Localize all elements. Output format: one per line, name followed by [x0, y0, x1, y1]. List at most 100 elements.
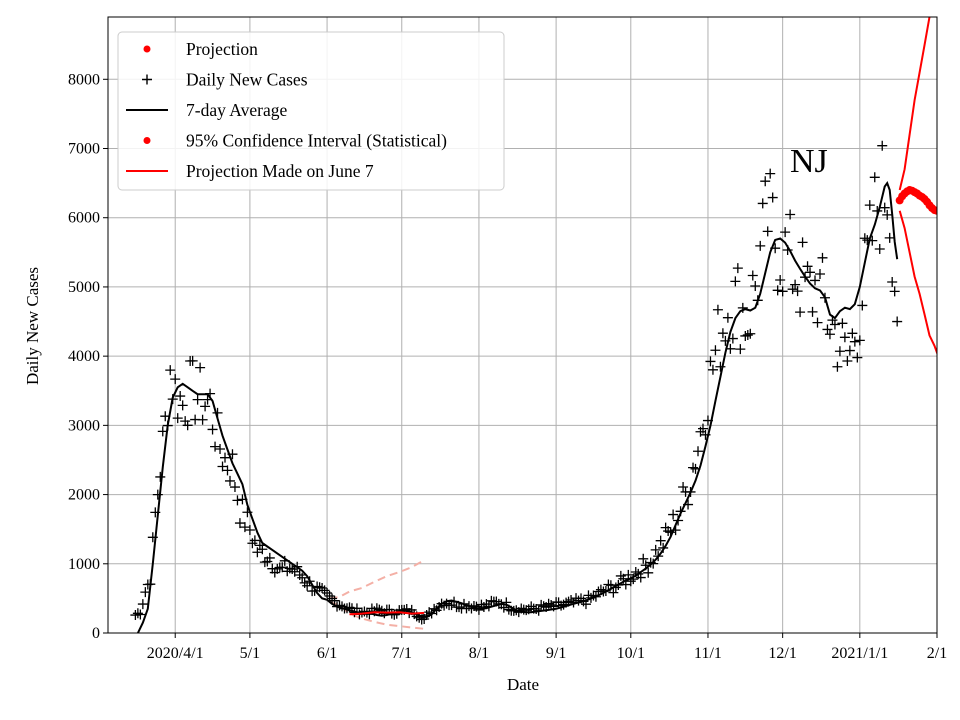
daily-case-marker: [750, 280, 761, 291]
daily-case-marker: [155, 471, 166, 482]
earlier-interval-upper-line: [329, 559, 425, 600]
daily-case-marker: [834, 346, 845, 357]
daily-case-marker: [765, 168, 776, 179]
daily-case-marker: [608, 587, 619, 598]
x-tick-label: 8/1: [469, 645, 489, 662]
daily-case-marker: [735, 344, 746, 355]
daily-case-marker: [264, 552, 275, 563]
daily-case-marker: [234, 518, 245, 529]
daily-case-marker: [812, 317, 823, 328]
x-tick-label: 7/1: [392, 645, 412, 662]
daily-case-marker: [192, 394, 203, 405]
daily-case-marker: [884, 232, 895, 243]
daily-case-marker: [732, 263, 743, 274]
y-tick-label: 6000: [68, 210, 100, 227]
daily-case-marker: [543, 598, 554, 609]
daily-case-marker: [152, 489, 163, 500]
daily-case-marker: [172, 413, 183, 424]
daily-case-marker: [887, 277, 898, 288]
legend-dot-icon: [143, 45, 151, 53]
daily-case-marker: [536, 599, 547, 610]
y-axis-label: Daily New Cases: [23, 267, 42, 385]
daily-case-marker: [745, 328, 756, 339]
daily-case-marker: [526, 601, 537, 612]
daily-case-marker: [668, 509, 679, 520]
x-tick-label: 11/1: [694, 645, 722, 662]
daily-case-marker: [566, 594, 577, 605]
daily-case-marker: [852, 352, 863, 363]
daily-case-marker: [757, 198, 768, 209]
daily-case-marker: [319, 585, 330, 596]
daily-case-marker: [760, 176, 771, 187]
ci-upper-line: [898, 17, 931, 191]
daily-case-marker: [297, 572, 308, 583]
daily-case-marker: [643, 567, 654, 578]
daily-case-marker: [137, 599, 148, 610]
daily-case-marker: [814, 269, 825, 280]
daily-case-marker: [317, 582, 328, 593]
legend-label: 7-day Average: [186, 100, 287, 120]
y-tick-label: 7000: [68, 141, 100, 158]
daily-case-marker: [802, 261, 813, 272]
daily-case-marker: [329, 595, 340, 606]
daily-case-marker: [874, 244, 885, 255]
daily-case-marker: [272, 563, 283, 574]
daily-case-marker: [877, 140, 888, 151]
daily-case-marker: [663, 526, 674, 537]
daily-case-marker: [220, 452, 231, 463]
x-tick-label: 10/1: [617, 645, 645, 662]
daily-case-marker: [717, 328, 728, 339]
seven-day-average-line: [136, 180, 899, 633]
legend: Projection Daily New Cases 7-day Average 95…: [117, 31, 505, 191]
daily-case-marker: [747, 270, 758, 281]
daily-case-marker: [742, 330, 753, 341]
daily-case-marker: [842, 356, 853, 367]
legend-label: Projection: [186, 39, 258, 59]
legend-entry: 95% Confidence Interval (Statistical): [143, 131, 447, 151]
daily-case-marker: [595, 584, 606, 595]
y-axis-ticks: 0 1000 2000 3000 4000 5000 6000 7000 8000: [68, 71, 108, 642]
daily-case-marker: [792, 286, 803, 297]
daily-case-marker: [785, 209, 796, 220]
daily-case-marker: [844, 345, 855, 356]
legend-entry: Daily New Cases: [142, 70, 308, 90]
daily-case-marker: [678, 481, 689, 492]
plot-area: [130, 17, 937, 633]
daily-case-marker: [740, 330, 751, 341]
state-annotation: NJ: [790, 143, 828, 180]
daily-case-marker: [817, 252, 828, 263]
x-tick-label: 12/1: [768, 645, 796, 662]
june7-projection-line: [349, 611, 425, 616]
daily-case-marker: [805, 267, 816, 278]
daily-case-marker: [755, 240, 766, 251]
daily-case-marker: [707, 364, 718, 375]
y-tick-label: 8000: [68, 71, 100, 88]
daily-case-marker: [200, 401, 211, 412]
daily-case-marker: [849, 336, 860, 347]
daily-case-marker: [775, 275, 786, 286]
daily-case-marker: [790, 279, 801, 290]
daily-case-marker: [879, 202, 890, 213]
daily-case-marker: [655, 535, 666, 546]
x-tick-label: 6/1: [317, 645, 337, 662]
daily-case-marker: [864, 200, 875, 211]
daily-case-marker: [229, 482, 240, 493]
y-tick-label: 2000: [68, 487, 100, 504]
daily-case-marker: [797, 237, 808, 248]
daily-case-marker: [829, 319, 840, 330]
daily-case-marker: [810, 275, 821, 286]
daily-case-marker: [177, 400, 188, 411]
daily-case-marker: [648, 558, 659, 569]
legend-entry: 7-day Average: [126, 100, 287, 120]
daily-case-marker: [638, 553, 649, 564]
daily-case-marker: [197, 414, 208, 425]
plot-frame: [107, 16, 938, 634]
daily-case-marker: [847, 328, 858, 339]
legend-entry: Projection: [143, 39, 258, 59]
daily-case-marker: [839, 332, 850, 343]
y-tick-label: 0: [92, 625, 100, 642]
daily-case-marker: [165, 365, 176, 376]
daily-case-marker: [705, 356, 716, 367]
daily-case-marker: [132, 608, 143, 619]
